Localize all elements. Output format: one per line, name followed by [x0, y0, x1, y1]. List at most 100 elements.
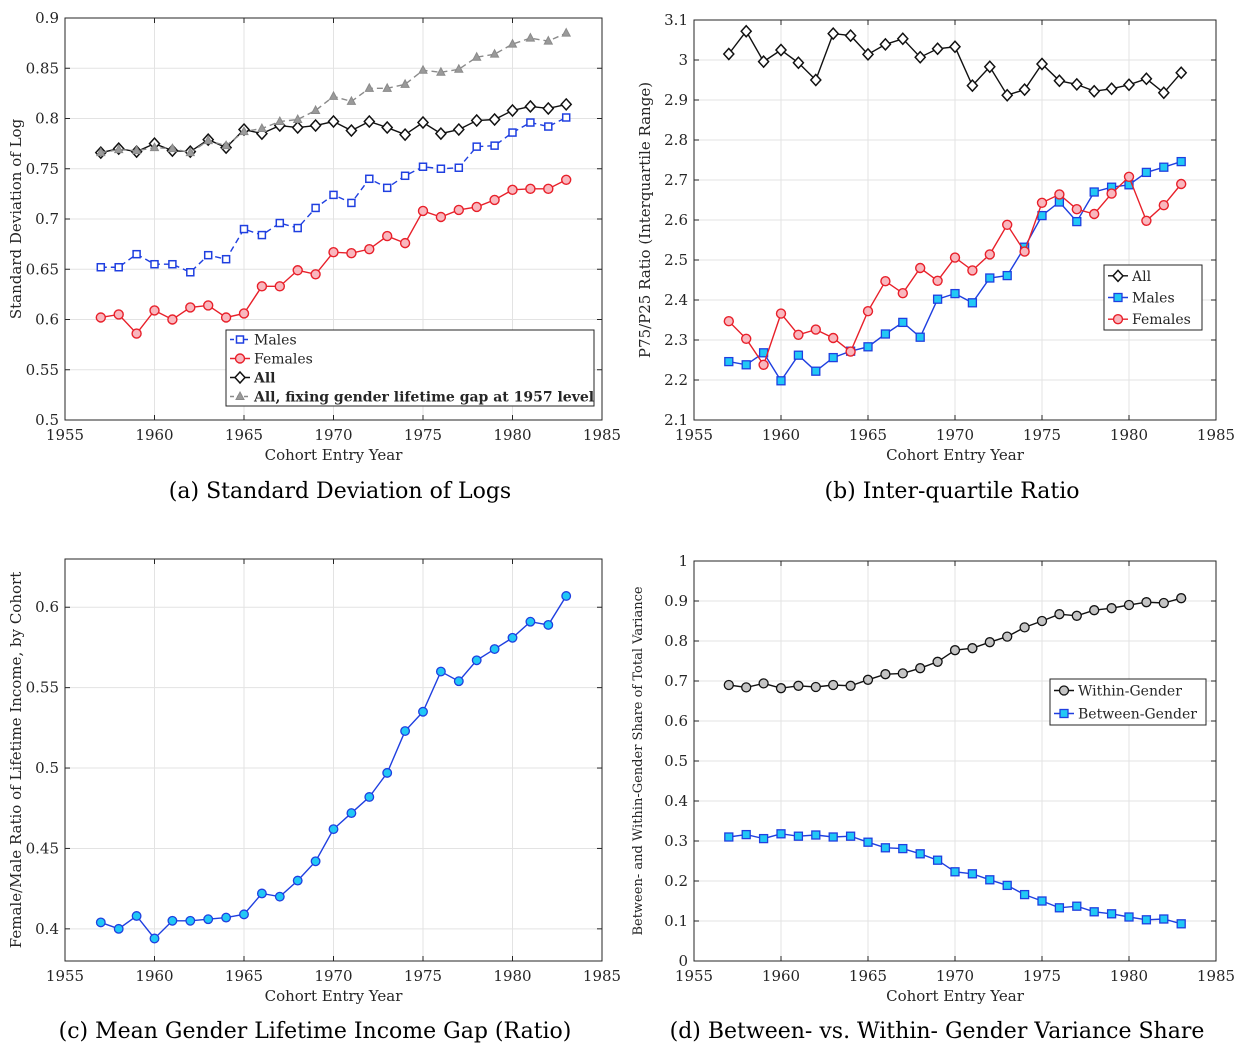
chart0-data-point — [186, 268, 195, 277]
chart0-data-point — [346, 95, 357, 105]
chart0-data-point — [346, 247, 357, 259]
chart1-data-point — [793, 350, 804, 360]
chart1-data-point — [1089, 208, 1100, 220]
chart0-xlabel: Cohort Entry Year — [265, 446, 404, 464]
chart1-data-point — [1175, 66, 1188, 80]
chart0-legend-marker — [235, 390, 245, 400]
chart0-data-point — [311, 203, 320, 213]
chart0-data-point — [309, 118, 322, 133]
chart1-data-point — [811, 366, 821, 376]
chart3-data-point — [793, 680, 804, 691]
chart3-data-point — [845, 831, 856, 841]
chart1-data-point — [1176, 156, 1186, 167]
chart0-xtick-label: 1975 — [404, 426, 442, 444]
chart2-xlabel: Cohort Entry Year — [265, 987, 404, 1005]
caption-a: (a) Standard Deviation of Logs — [168, 479, 512, 504]
chart0-ytick-label: 0.65 — [26, 260, 59, 278]
chart2-data-point — [274, 891, 285, 902]
chart0-data-point — [434, 126, 447, 141]
chart0-data-point — [382, 230, 393, 242]
chart0-series-males — [96, 113, 571, 277]
chart0-data-point — [291, 120, 304, 135]
chart0-data-point — [399, 237, 411, 249]
chart3-data-point — [724, 832, 734, 842]
chart1-ytick-label: 2.8 — [664, 131, 688, 149]
chart0-data-point — [257, 122, 267, 133]
chart2-ytick-label: 0.55 — [26, 679, 59, 697]
caption-c: (c) Mean Gender Lifetime Income Gap (Rat… — [58, 1019, 572, 1044]
chart2-data-point — [543, 619, 554, 630]
chart2-data-point — [435, 666, 446, 677]
chart3-data-point — [775, 683, 787, 694]
chart0-data-point — [327, 114, 340, 129]
chart1-data-point — [724, 356, 734, 367]
panel-c: 1955 1960 1965 1970 1975 1980 1985 0.4 0.45 0.5 0.… — [0, 525, 622, 1051]
chart0-legend-label: All, fixing gender lifetime gap at 1957 … — [253, 390, 594, 406]
chart2-data-point — [525, 616, 536, 627]
chart3-data-point — [1002, 631, 1013, 642]
chart3-legend-label: Between-Gender — [1078, 707, 1197, 723]
chart2-data-point — [310, 856, 321, 867]
chart3-xlabel: Cohort Entry Year — [886, 987, 1025, 1005]
chart0-xtick-label: 1985 — [583, 426, 621, 444]
chart1-data-point — [932, 294, 943, 304]
chart0-legend-marker — [234, 353, 246, 364]
chart1-data-point — [863, 342, 873, 352]
chart1-data-point — [844, 28, 857, 43]
chart1-ytick-label: 3 — [678, 51, 688, 69]
chart0-data-point — [453, 204, 464, 216]
chart0-data-point — [167, 314, 178, 325]
chart0-legend-label: All — [253, 371, 276, 387]
chart1-data-point — [914, 50, 927, 64]
chart1-ytick-label: 3.1 — [664, 11, 688, 29]
chart2-data-point — [561, 591, 572, 601]
chart0-data-point — [400, 171, 410, 181]
chart0-data-point — [561, 174, 572, 186]
chart0-data-point — [489, 194, 500, 206]
chart3-data-point — [1106, 603, 1117, 614]
chart0-data-point — [132, 249, 141, 259]
chart0-data-point — [203, 135, 214, 145]
chart1-data-point — [1070, 77, 1083, 92]
chart1-data-point — [1035, 57, 1049, 71]
chart1-data-point — [1122, 78, 1136, 92]
caption-b: (b) Inter-quartile Ratio — [824, 479, 1080, 504]
chart3-series-between-gender — [724, 829, 1186, 929]
chart2-data-point — [95, 917, 106, 928]
chart0-xtick-label: 1960 — [135, 426, 173, 444]
chart2-xtick-label: 1980 — [493, 967, 531, 985]
chart2-ytick-label: 0.5 — [35, 759, 59, 777]
chart0-ytick-label: 0.6 — [35, 311, 59, 329]
chart1-data-point — [722, 47, 735, 61]
chart3-series-within-gender — [723, 593, 1187, 694]
chart0-data-point — [506, 103, 519, 118]
chart3-data-point — [967, 869, 978, 879]
chart0-data-point — [435, 211, 447, 223]
chart3-data-point — [1141, 597, 1152, 608]
chart3-data-point — [932, 656, 943, 667]
panel-b: 1955 1960 1965 1970 1975 1980 1985 2.1 2.2 2.3 2.4… — [622, 0, 1244, 525]
chart3-legend: Within-Gender Between-Gender — [1049, 678, 1207, 726]
chart1-ytick-label: 2.5 — [664, 251, 688, 269]
chart1-data-point — [984, 249, 995, 260]
chart0-data-point — [150, 259, 159, 269]
chart3-data-point — [880, 843, 891, 853]
chart2-ylabel: Female/Male Ratio of Lifetime Income, by… — [7, 572, 25, 948]
chart1-data-point — [861, 47, 875, 62]
chart0-data-point — [436, 164, 446, 173]
chart3-data-point — [898, 843, 908, 854]
chart0-xtick-label: 1970 — [314, 426, 352, 444]
chart1-data-point — [879, 37, 892, 52]
chart2-xtick-label: 1960 — [135, 967, 173, 985]
chart3-xtick-label: 1970 — [936, 967, 974, 985]
chart3-ytick-label: 0 — [678, 952, 688, 970]
chart0-ytick-label: 0.5 — [35, 411, 59, 429]
chart1-data-point — [915, 262, 926, 274]
chart2-data-point — [507, 632, 518, 643]
chart1-data-point — [967, 298, 978, 308]
chart1-legend-label: Females — [1132, 312, 1191, 328]
chart0-legend: Males Females All All, fixing gender lifeti… — [225, 329, 595, 407]
chart2-data-point — [471, 655, 482, 666]
chart0-legend-marker — [235, 335, 245, 344]
chart3-data-point — [863, 837, 873, 847]
